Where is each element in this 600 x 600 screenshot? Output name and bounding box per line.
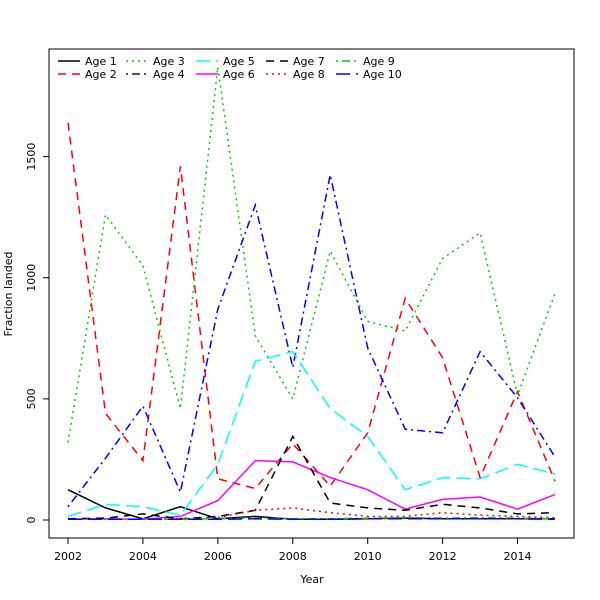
x-tick-label: 2012 bbox=[429, 550, 457, 563]
y-axis-title: Fraction landed bbox=[2, 252, 15, 337]
series-line-age-7 bbox=[67, 434, 556, 520]
x-tick-label: 2010 bbox=[354, 550, 382, 563]
legend-label-age-5: Age 5 bbox=[223, 55, 255, 68]
plot-box bbox=[48, 48, 575, 539]
x-tick-label: 2006 bbox=[204, 550, 232, 563]
x-tick-label: 2014 bbox=[504, 550, 532, 563]
legend-label-age-2: Age 2 bbox=[85, 68, 117, 81]
y-tick-label: 500 bbox=[25, 388, 38, 409]
x-tick-label: 2004 bbox=[129, 550, 157, 563]
x-tick-label: 2008 bbox=[279, 550, 307, 563]
series-line-age-10 bbox=[68, 518, 556, 521]
legend-label-age-6: Age 6 bbox=[223, 68, 255, 81]
legend-label-age-3: Age 3 bbox=[153, 55, 185, 68]
series-line-age-3 bbox=[67, 66, 556, 443]
x-axis: 2002 2004 2006 2008 2010 2012 2014 bbox=[54, 538, 532, 563]
legend-label-age-10: Age 10 bbox=[363, 68, 402, 81]
series-layer bbox=[67, 66, 556, 521]
y-tick-label: 0 bbox=[25, 517, 38, 524]
series-line-age-2 bbox=[67, 122, 556, 490]
y-axis: 0 500 1000 1500 bbox=[25, 143, 49, 524]
x-tick-label: 2002 bbox=[54, 550, 82, 563]
legend-label-age-1: Age 1 bbox=[85, 55, 117, 68]
series-line-age-4 bbox=[67, 174, 556, 508]
legend-label-age-4: Age 4 bbox=[153, 68, 185, 81]
y-tick-label: 1500 bbox=[25, 143, 38, 171]
legend-label-age-9: Age 9 bbox=[363, 55, 395, 68]
legend-label-age-8: Age 8 bbox=[293, 68, 325, 81]
x-axis-title: Year bbox=[299, 573, 324, 586]
y-tick-label: 1000 bbox=[25, 264, 38, 292]
series-line-age-5 bbox=[67, 350, 556, 518]
legend-label-age-7: Age 7 bbox=[293, 55, 325, 68]
